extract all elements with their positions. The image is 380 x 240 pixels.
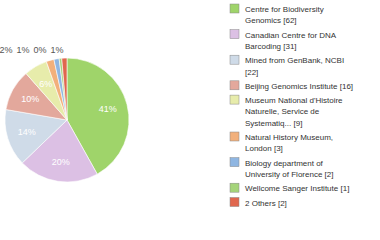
legend-label: Museum National d'HistoireNaturelle, Ser… <box>245 96 343 128</box>
pie-slice <box>62 58 67 120</box>
data-label: 0% <box>33 45 46 55</box>
data-label: 1% <box>50 45 63 55</box>
data-label: 6% <box>39 79 52 89</box>
data-label: 14% <box>18 127 36 137</box>
legend-swatch <box>230 95 239 104</box>
legend-label: 2 Others [2] <box>245 199 287 208</box>
data-label: 2% <box>0 45 13 55</box>
legend-swatch <box>230 30 239 39</box>
legend-label: Biology department ofUniversity of Flore… <box>245 159 333 179</box>
legend-label: Beijing Genomics Institute [16] <box>245 82 353 91</box>
pie <box>5 58 129 182</box>
legend-label: Centre for BiodiversityGenomics [62] <box>245 5 324 25</box>
legend-swatch <box>230 81 239 90</box>
legend: Centre for BiodiversityGenomics [62] Cana… <box>230 4 353 208</box>
pie-slice <box>54 59 67 120</box>
legend-swatch <box>230 198 239 207</box>
legend-label: Natural History Museum,London [3] <box>245 133 333 153</box>
legend-swatch <box>230 183 239 192</box>
legend-swatch <box>230 55 239 64</box>
legend-swatch <box>230 4 239 13</box>
data-label: 41% <box>99 104 117 114</box>
legend-label: Canadian Centre for DNABarcoding [31] <box>245 31 337 51</box>
legend-swatch <box>230 132 239 141</box>
data-label: 10% <box>21 94 39 104</box>
legend-swatch <box>230 158 239 167</box>
data-label: 1% <box>16 45 29 55</box>
legend-label: Mined from GenBank, NCBI[22] <box>245 56 344 76</box>
chart: 41%20%14%10%6%2%1%0%1%Centre for Biodive… <box>0 0 380 240</box>
legend-label: Wellcome Sanger Institute [1] <box>245 184 349 193</box>
data-labels: 41%20%14%10%6%2%1%0%1% <box>0 45 117 167</box>
data-label: 20% <box>52 157 70 167</box>
pie-slice <box>59 58 67 120</box>
